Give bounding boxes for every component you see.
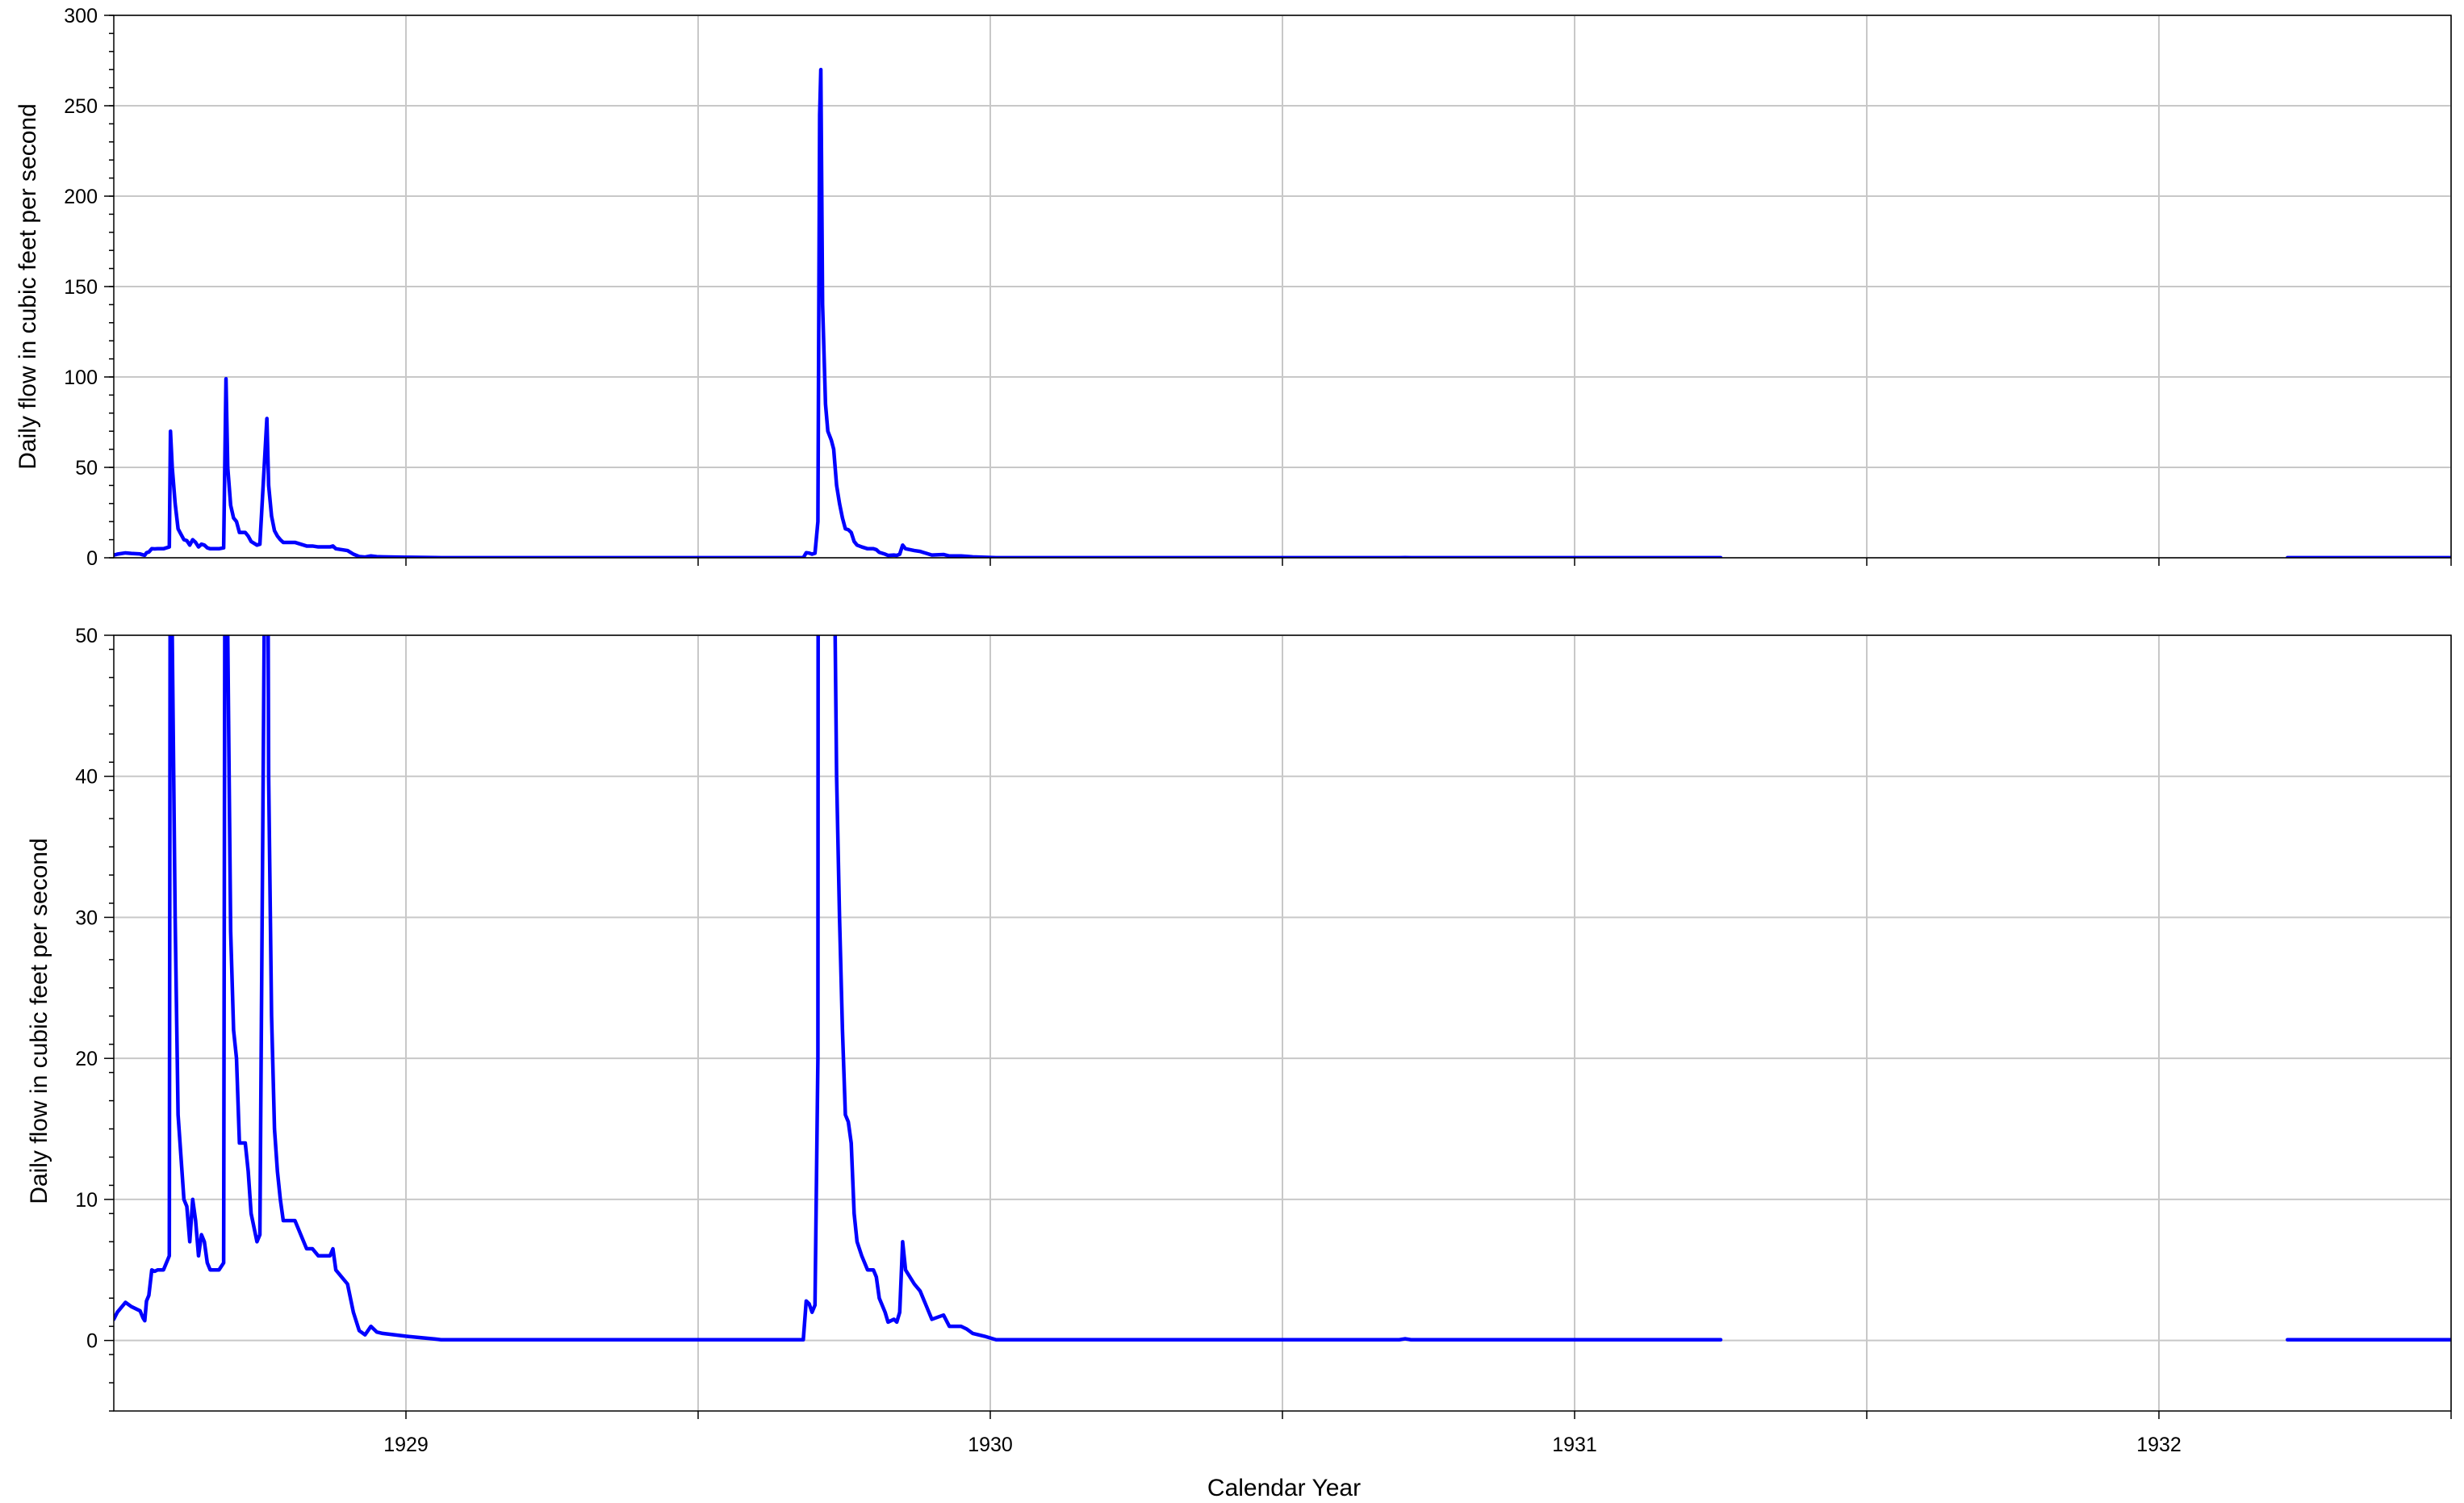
plot-frame — [113, 634, 2452, 1412]
y-tick-label: 50 — [75, 457, 98, 479]
flow-series-line — [114, 635, 1723, 1342]
top-y-axis-label: Daily flow in cubic feet per second — [15, 103, 41, 470]
flow-series-line — [114, 67, 1723, 558]
top-panel: 0 50 100 150 200 250 300 — [64, 5, 2452, 570]
y-tick-label: 10 — [75, 1189, 98, 1212]
y-tick-label: 150 — [64, 276, 98, 299]
y-tick-label: 0 — [86, 1330, 98, 1353]
x-tick-label: 1932 — [2136, 1434, 2182, 1456]
y-tick-label: 0 — [86, 547, 98, 570]
x-tick-label: 1931 — [1552, 1434, 1597, 1456]
y-tick-label: 100 — [64, 366, 98, 389]
x-tick-label: 1930 — [968, 1434, 1013, 1456]
y-tick-label: 20 — [75, 1048, 98, 1070]
y-tick-label: 200 — [64, 186, 98, 208]
y-tick-label: 50 — [75, 625, 98, 647]
y-tick-label: 30 — [75, 906, 98, 929]
bottom-panel: 0 10 20 30 40 50 1929 1930 1931 1932 — [75, 625, 2452, 1456]
y-tick-label: 250 — [64, 95, 98, 118]
x-axis-label: Calendar Year — [1207, 1475, 1361, 1501]
bottom-y-axis-label: Daily flow in cubic feet per second — [26, 838, 52, 1204]
y-tick-label: 300 — [64, 5, 98, 27]
x-tick-label: 1929 — [383, 1434, 429, 1456]
plot-frame — [113, 15, 2452, 559]
y-tick-label: 40 — [75, 766, 98, 789]
